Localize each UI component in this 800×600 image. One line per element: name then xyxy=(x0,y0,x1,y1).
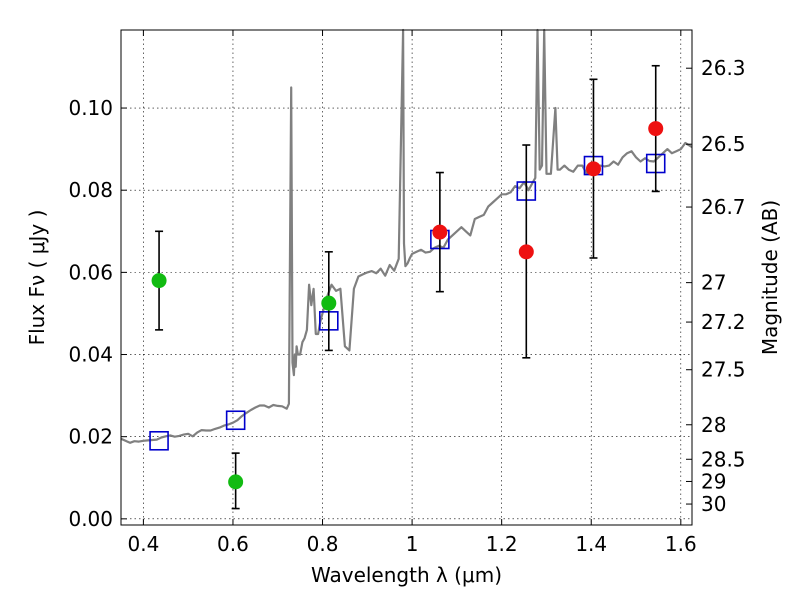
x-tick-label: 1.6 xyxy=(665,532,697,556)
model-photometry-square xyxy=(225,410,246,431)
right-tick-label: 29 xyxy=(701,469,726,493)
right-tick-label: 28.5 xyxy=(701,447,746,471)
right-tick-label: 27 xyxy=(701,271,726,295)
model-photometry-square xyxy=(149,430,169,451)
grid xyxy=(121,30,692,525)
right-tick-label: 28 xyxy=(701,413,726,437)
observed-point xyxy=(648,121,664,137)
right-tick-label: 27.5 xyxy=(701,358,746,382)
observed-point xyxy=(228,474,244,490)
x-tick-label: 1.4 xyxy=(575,532,607,556)
observed-point xyxy=(321,295,337,311)
observed-point xyxy=(432,224,448,240)
spectrum-series xyxy=(120,28,693,444)
model-spectrum-line xyxy=(120,28,693,444)
y-tick-label: 0.00 xyxy=(68,507,113,531)
right-tick-label: 26.7 xyxy=(701,195,746,219)
observed-point xyxy=(518,244,534,260)
right-tick-label: 27.2 xyxy=(701,310,746,334)
axis-ticks: 0.4 0.6 0.8 1 1.2 1.4 1.6 0.00 0.02 0.04 0.06 0.08 0… xyxy=(68,30,746,556)
x-tick-label: 0.6 xyxy=(217,532,249,556)
observed-point xyxy=(151,273,167,289)
y-tick-label: 0.08 xyxy=(68,178,113,202)
x-tick-label: 0.8 xyxy=(307,532,339,556)
observed-point xyxy=(585,161,601,177)
right-tick-label: 26.3 xyxy=(701,56,746,80)
x-axis-label: Wavelength λ (μm) xyxy=(311,563,502,587)
x-tick-label: 0.4 xyxy=(127,532,159,556)
y-tick-label: 0.06 xyxy=(68,260,113,284)
y-tick-label: 0.04 xyxy=(68,343,113,367)
plot-frame xyxy=(120,29,693,526)
x-tick-label: 1.2 xyxy=(486,532,518,556)
right-tick-label: 30 xyxy=(701,492,726,516)
right-tick-label: 26.5 xyxy=(701,132,746,156)
x-tick-label: 1 xyxy=(406,532,419,556)
y-tick-label: 0.02 xyxy=(68,425,113,449)
y-tick-label: 0.10 xyxy=(68,96,113,120)
y-axis-label: Flux Fν ( μJy ) xyxy=(25,210,49,346)
data-points xyxy=(149,64,666,510)
right-axis-label: Magnitude (AB) xyxy=(758,200,782,355)
